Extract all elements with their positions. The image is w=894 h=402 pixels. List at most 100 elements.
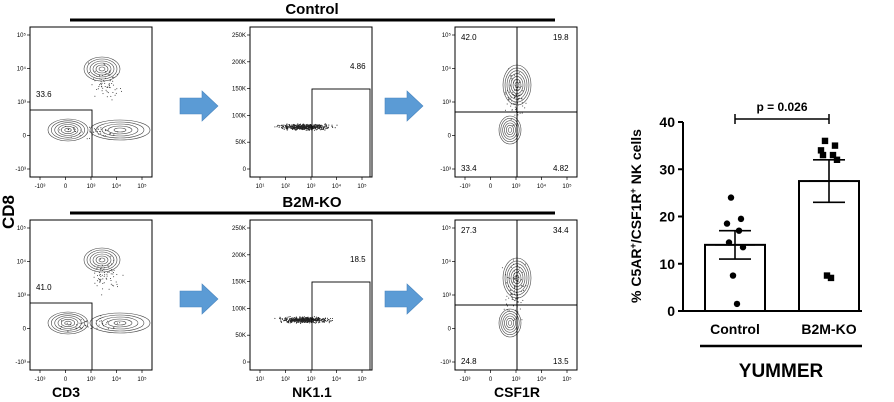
ylabel-part-2: /CSF1R bbox=[628, 193, 644, 243]
nk-event-dot bbox=[321, 319, 323, 321]
nk-event-dot bbox=[309, 124, 311, 126]
dn-pop-contour-ring bbox=[60, 126, 75, 135]
nk-event-dot bbox=[298, 124, 300, 126]
scatter-event-dot bbox=[82, 322, 84, 324]
nk-event-dot bbox=[296, 128, 298, 130]
nk-event-dot bbox=[334, 127, 336, 129]
b2mko-group-header: B2M-KO bbox=[70, 194, 555, 215]
nk-event-dot bbox=[280, 124, 282, 127]
scatter-event-dot bbox=[517, 301, 519, 303]
scatter-event-dot bbox=[94, 95, 96, 97]
cd8-axis-label: CD8 bbox=[0, 195, 18, 229]
x-tick-label: 10³ bbox=[307, 377, 316, 383]
y-tick-label: 10⁵ bbox=[17, 225, 27, 232]
scatter-event-dot bbox=[99, 320, 101, 322]
scatter-event-dot bbox=[94, 282, 96, 284]
dn-pop-contour-ring bbox=[57, 124, 79, 136]
nk-event-dot bbox=[325, 126, 327, 128]
scatter-event-dot bbox=[99, 131, 101, 132]
scatter-event-dot bbox=[98, 324, 100, 326]
scatter-event-dot bbox=[515, 95, 517, 97]
nk-event-dot bbox=[319, 321, 321, 323]
nk-event-dot bbox=[280, 126, 283, 128]
scatter-event-dot bbox=[522, 90, 524, 92]
csf1r-c5ar-plot-row-2: -10³ 0 10³ 10⁴ 10⁵ 10⁵ 10⁴ 10³ 0 -10³ 27.3 34.4 24.8… bbox=[440, 219, 578, 383]
scatter-event-dot bbox=[101, 86, 103, 88]
scatter-event-dot bbox=[90, 328, 92, 330]
nk-event-dot bbox=[299, 124, 301, 126]
lower-pop-contour-ring bbox=[507, 320, 513, 326]
nk-event-dot bbox=[302, 318, 304, 320]
y-tick-label: 10⁴ bbox=[442, 66, 452, 73]
nk-event-dot bbox=[300, 321, 302, 323]
y-tick-label: 0 bbox=[448, 134, 452, 140]
scatter-event-dot bbox=[520, 302, 522, 304]
nk-event-dot bbox=[309, 125, 311, 127]
scatter-event-dot bbox=[87, 62, 89, 64]
scatter-event-dot bbox=[511, 92, 513, 94]
scatter-event-dot bbox=[113, 327, 115, 329]
scatter-event-dot bbox=[514, 293, 516, 295]
scatter-event-dot bbox=[504, 91, 506, 93]
nk-event-dot bbox=[293, 123, 295, 125]
scatter-event-dot bbox=[100, 128, 102, 130]
nk-event-dot bbox=[289, 320, 291, 322]
scatter-event-dot bbox=[513, 259, 514, 261]
nk-event-dot bbox=[310, 128, 312, 130]
scatter-event-dot bbox=[99, 75, 100, 77]
nk-event-dot bbox=[327, 127, 329, 129]
nk-event-dot bbox=[288, 125, 291, 127]
gate bbox=[311, 88, 371, 178]
nk-event-dot bbox=[297, 123, 299, 125]
ylabel-sup-1: + bbox=[628, 243, 638, 248]
scatter-event-dot bbox=[111, 83, 113, 84]
scatter-event-dot bbox=[514, 106, 516, 108]
y-tick-label: 10³ bbox=[17, 100, 26, 106]
scatter-event-dot bbox=[106, 322, 108, 324]
nk-event-dot bbox=[283, 127, 285, 129]
nk-event-dot bbox=[295, 129, 297, 131]
cd3-pop-contour-ring bbox=[107, 318, 133, 328]
scatter-event-dot bbox=[518, 94, 520, 96]
x-tick-label: 0 bbox=[489, 377, 493, 383]
y-tick-label: 0 bbox=[23, 327, 27, 333]
flow-arrow-icon bbox=[384, 283, 424, 315]
scatter-event-dot bbox=[505, 109, 506, 111]
nk-event-dot bbox=[318, 318, 320, 320]
nk-event-dot bbox=[317, 124, 319, 126]
scatter-event-dot bbox=[110, 95, 112, 97]
scatter-event-dot bbox=[517, 99, 519, 101]
nk-event-dot bbox=[336, 124, 338, 126]
nk-event-dot bbox=[320, 126, 322, 128]
nk-event-dot bbox=[329, 317, 332, 320]
data-points bbox=[723, 137, 841, 308]
scatter-event-dot bbox=[89, 72, 90, 73]
scatter-event-dot bbox=[108, 84, 110, 86]
nk-event-dot bbox=[307, 321, 309, 323]
scatter-event-dot bbox=[106, 86, 108, 88]
nk-event-dot bbox=[295, 127, 297, 129]
dn-pop-contour-ring bbox=[50, 313, 86, 333]
nk-event-dot bbox=[291, 124, 293, 126]
csf1r-axis-label: CSF1R bbox=[494, 384, 540, 400]
scatter-event-dot bbox=[105, 129, 107, 131]
bars bbox=[704, 159, 860, 313]
nk11-plot-row-1: 10¹ 10² 10³ 10⁴ 10⁵ 250K 200K 150K 100K 50K 0 4.86 bbox=[232, 26, 373, 190]
y-tick-label: 0 bbox=[448, 327, 452, 333]
b2mko-data-point bbox=[819, 151, 827, 159]
scatter-event-dot bbox=[115, 281, 117, 283]
nk-event-dot bbox=[279, 317, 281, 319]
x-tick-label: 10³ bbox=[512, 377, 521, 383]
scatter-event-dot bbox=[108, 288, 110, 290]
scatter-event-dot bbox=[103, 282, 105, 284]
scatter-event-dot bbox=[512, 281, 514, 283]
nk-event-dot bbox=[293, 124, 295, 127]
cd8-pop-contour-ring bbox=[92, 253, 112, 267]
nk-event-dot bbox=[274, 126, 276, 128]
y-tick-label: -10³ bbox=[440, 167, 451, 173]
nk-event-dot bbox=[281, 318, 283, 321]
scatter-event-dot bbox=[511, 78, 513, 79]
